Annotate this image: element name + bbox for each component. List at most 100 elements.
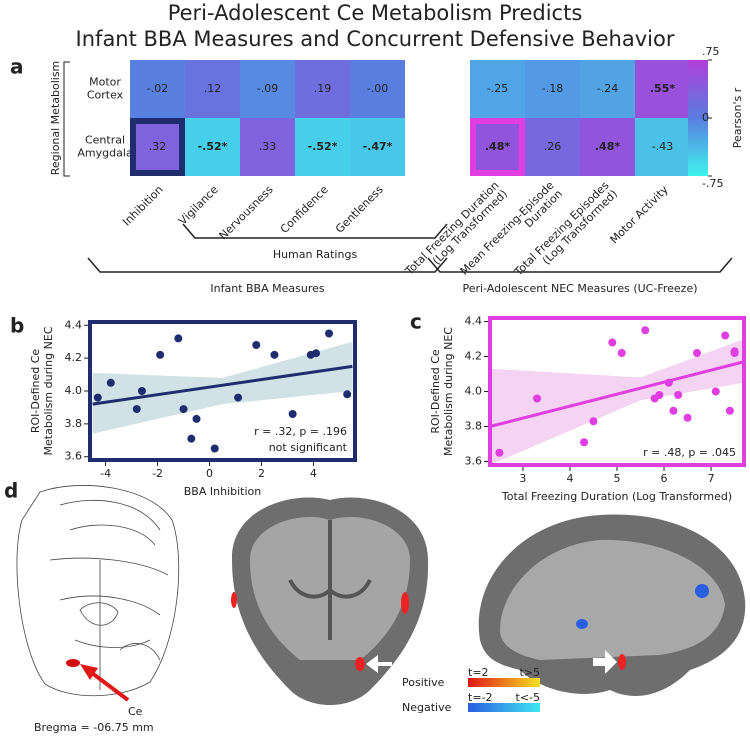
- data-point: [683, 413, 692, 422]
- x-tick-label: -4: [100, 467, 111, 480]
- panel-label: c: [410, 310, 422, 334]
- plot-frame: [88, 320, 357, 462]
- legend-bar: [468, 678, 540, 687]
- group-bracket: [87, 257, 448, 273]
- cell-label: .19: [314, 82, 332, 95]
- column-label-line: Nervousness: [217, 183, 276, 242]
- data-point: [617, 349, 626, 357]
- data-point: [252, 341, 261, 349]
- data-point: [312, 349, 321, 358]
- column-label-line: Vigilance: [176, 183, 221, 228]
- column-label-line: Inhibition: [120, 183, 166, 229]
- column-label-line: Gentleness: [333, 183, 386, 236]
- group-label: Peri-Adolescent NEC Measures (UC-Freeze): [462, 282, 697, 295]
- panel-label: a: [10, 55, 24, 79]
- data-point: [288, 410, 297, 418]
- legend-low: t=2: [468, 666, 489, 679]
- arrow-head: [80, 664, 98, 680]
- heatmap-cell: [580, 118, 635, 176]
- data-point: [641, 326, 650, 335]
- arrow: [86, 668, 130, 702]
- heatmap-cell: [185, 118, 240, 176]
- fit-line: [92, 364, 353, 406]
- x-axis-label: BBA Inhibition: [184, 485, 261, 498]
- data-point: [674, 391, 683, 399]
- data-point: [325, 329, 334, 338]
- panel-label: b: [10, 314, 24, 338]
- data-point: [533, 394, 542, 403]
- x-tick-label: 7: [708, 472, 715, 485]
- heatmap-cell: [635, 60, 690, 118]
- y-axis-label-line: Metabolism during NEC: [442, 327, 455, 456]
- cell-label: -.52*: [198, 140, 228, 153]
- data-point: [106, 378, 115, 387]
- y-axis-label: ROI-Defined CeMetabolism during NEC: [429, 327, 455, 456]
- panel-label: d: [4, 479, 18, 503]
- fit-line: [489, 360, 745, 428]
- colorbar-tick-label: -.75: [702, 177, 723, 190]
- heatmap-cell: [240, 60, 295, 118]
- data-point: [730, 347, 739, 356]
- y-tick-label: 3.8: [65, 417, 83, 430]
- legend-name: Negative: [402, 701, 452, 714]
- data-point: [589, 417, 598, 426]
- group-label: Human Ratings: [273, 248, 358, 261]
- cell-label: .12: [204, 82, 222, 95]
- y-tick-label: 3.6: [465, 455, 483, 468]
- heatmap-cell: [295, 118, 350, 176]
- cell-label: -.43: [652, 140, 673, 153]
- heatmap-cell: [525, 118, 580, 176]
- data-point: [711, 387, 720, 396]
- title-line: Infant BBA Measures and Concurrent Defen…: [76, 27, 675, 51]
- colorbar-tick-label: .75: [702, 45, 720, 58]
- x-tick-label: 4: [566, 472, 573, 485]
- heatmap-cell: [130, 60, 185, 118]
- data-point: [179, 405, 188, 414]
- annotation: r = .32, p = .196: [254, 425, 347, 438]
- x-tick-label: 4: [310, 467, 317, 480]
- heatmap-cell: [470, 118, 525, 176]
- y-axis-label: ROI-Defined CeMetabolism during NEC: [29, 326, 55, 455]
- column-label: Gentleness: [333, 183, 386, 236]
- row-label: Motor Cortex: [87, 76, 124, 102]
- atlas-section: [16, 485, 180, 697]
- colorbar: [688, 60, 708, 176]
- column-label-line: Total Freezing Duration: [402, 179, 501, 278]
- data-point: [655, 391, 664, 399]
- data-point: [725, 406, 734, 415]
- heatmap-cell: [525, 60, 580, 118]
- data-point: [192, 414, 201, 423]
- group-bracket: [427, 257, 733, 273]
- y-tick-label: 4.0: [465, 385, 483, 398]
- cell-label: .32: [149, 140, 167, 153]
- x-tick-label: 3: [519, 472, 526, 485]
- data-point: [669, 406, 678, 415]
- data-point: [234, 393, 243, 402]
- x-tick-label: 0: [206, 467, 213, 480]
- coronal-mri: [212, 488, 447, 720]
- cell-label: .26: [544, 140, 562, 153]
- y-axis-label-line: Metabolism during NEC: [42, 326, 55, 455]
- y-tick-label: 4.0: [65, 384, 83, 397]
- annotation: not significant: [269, 441, 348, 454]
- legend-high: t>5: [519, 666, 540, 679]
- x-tick-label: -2: [152, 467, 163, 480]
- cell-label: .55*: [650, 82, 675, 95]
- y-tick-label: 4.4: [65, 318, 83, 331]
- data-point: [174, 334, 183, 343]
- highlight-box: [470, 118, 525, 176]
- y-tick-label: 3.6: [65, 450, 83, 463]
- x-tick-label: 6: [661, 472, 668, 485]
- data-point: [343, 390, 352, 399]
- heatmap-cell: [635, 118, 690, 176]
- heatmap-cell: [350, 60, 405, 118]
- cell-label: -.47*: [363, 140, 393, 153]
- confidence-band: [490, 339, 744, 465]
- column-label-line: Motor Activity: [608, 183, 672, 247]
- heatmap-cell: [130, 118, 185, 176]
- heatmap-cell: [295, 60, 350, 118]
- row-label-line: Motor: [89, 76, 121, 89]
- data-point: [692, 349, 701, 357]
- cell-label: -.09: [257, 82, 278, 95]
- cell-label: -.02: [147, 82, 168, 95]
